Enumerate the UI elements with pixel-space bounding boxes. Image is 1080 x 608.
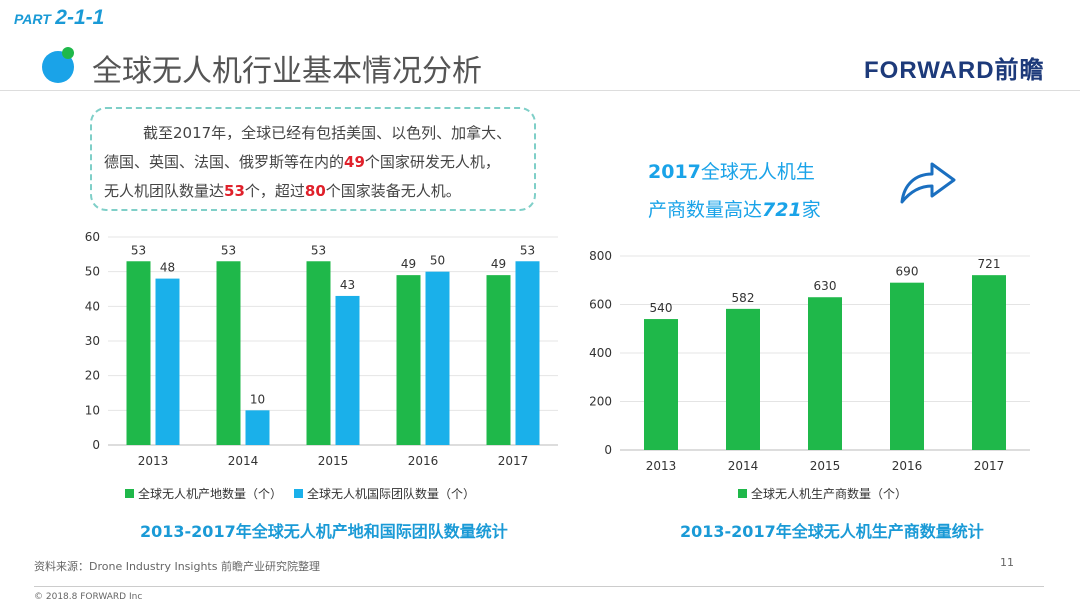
y-tick-label: 0 xyxy=(604,443,612,457)
data-label: 53 xyxy=(311,243,326,257)
page-number: 11 xyxy=(1000,556,1014,569)
y-tick-label: 60 xyxy=(85,230,100,244)
chart-left-title: 2013-2017年全球无人机产地和国际团队数量统计 xyxy=(140,522,508,541)
summary-box: 截至2017年，全球已经有包括美国、以色列、加拿大、 德国、英国、法国、俄罗斯等… xyxy=(90,107,536,211)
legend-swatch-green xyxy=(738,489,747,498)
summary-line-2: 德国、英国、法国、俄罗斯等在内的49个国家研发无人机， xyxy=(104,153,500,171)
data-label: 49 xyxy=(491,257,506,271)
bar xyxy=(644,319,678,450)
chart-left: 0 10 20 30 40 50 60 2013 53 48 2014 53 10 2015 53 43 201… xyxy=(85,230,558,468)
copyright: © 2018.8 FORWARD Inc xyxy=(34,592,143,602)
summary-line-1: 截至2017年，全球已经有包括美国、以色列、加拿大、 xyxy=(143,124,512,142)
divider xyxy=(0,90,1080,91)
data-label: 690 xyxy=(896,265,919,279)
data-label: 48 xyxy=(160,261,175,275)
bar xyxy=(155,278,180,445)
bar xyxy=(396,275,421,445)
data-label: 53 xyxy=(131,243,146,257)
bar xyxy=(245,410,270,445)
bar xyxy=(335,295,360,445)
y-tick-label: 0 xyxy=(92,438,100,452)
y-tick-label: 400 xyxy=(589,346,612,360)
bar xyxy=(425,271,450,445)
legend-left: 全球无人机产地数量（个） 全球无人机国际团队数量（个） xyxy=(125,485,475,502)
data-label: 540 xyxy=(650,301,673,315)
source-note: 资料来源：Drone Industry Insights 前瞻产业研究院整理 xyxy=(34,560,320,573)
data-label: 53 xyxy=(221,243,236,257)
bar xyxy=(972,275,1006,450)
y-tick-label: 20 xyxy=(85,369,100,383)
y-tick-label: 200 xyxy=(589,395,612,409)
y-tick-label: 800 xyxy=(589,249,612,263)
bar xyxy=(890,282,924,450)
x-tick-label: 2015 xyxy=(810,459,841,473)
title-bullet-accent-icon xyxy=(62,47,74,59)
bar xyxy=(808,297,842,450)
bar xyxy=(726,308,760,450)
y-tick-label: 30 xyxy=(85,334,100,348)
data-label: 721 xyxy=(978,257,1001,271)
page-title: 全球无人机行业基本情况分析 xyxy=(92,54,482,89)
chart-right: 0 200 400 600 800 2013 540 2014 582 2015 630 2016 69… xyxy=(589,249,1030,473)
y-tick-label: 10 xyxy=(85,403,100,417)
bar xyxy=(216,261,241,445)
x-tick-label: 2017 xyxy=(974,459,1005,473)
logo: FORWARD前瞻 xyxy=(864,57,1045,84)
x-tick-label: 2013 xyxy=(138,454,169,468)
x-tick-label: 2015 xyxy=(318,454,349,468)
summary-line-3: 无人机团队数量达53个，超过80个国家装备无人机。 xyxy=(104,182,461,200)
part-label: PART 2-1-1 xyxy=(14,6,105,29)
legend-right: 全球无人机生产商数量（个） xyxy=(738,485,907,502)
legend-swatch-green xyxy=(125,489,134,498)
x-tick-label: 2017 xyxy=(498,454,529,468)
chart-right-title: 2013-2017年全球无人机生产商数量统计 xyxy=(680,522,984,541)
data-label: 43 xyxy=(340,278,355,292)
data-label: 10 xyxy=(250,392,265,406)
bar xyxy=(306,261,331,445)
data-label: 50 xyxy=(430,254,445,268)
y-tick-label: 40 xyxy=(85,299,100,313)
bar xyxy=(126,261,151,445)
bar xyxy=(515,261,540,445)
curved-arrow-right-icon xyxy=(900,162,956,204)
x-tick-label: 2016 xyxy=(892,459,923,473)
data-label: 53 xyxy=(520,243,535,257)
legend-swatch-blue xyxy=(294,489,304,498)
data-label: 49 xyxy=(401,257,416,271)
x-tick-label: 2014 xyxy=(228,454,259,468)
y-tick-label: 600 xyxy=(589,298,612,312)
footer-divider xyxy=(34,586,1044,587)
data-label: 582 xyxy=(732,291,755,305)
y-tick-label: 50 xyxy=(85,265,100,279)
data-label: 630 xyxy=(814,279,837,293)
x-tick-label: 2013 xyxy=(646,459,677,473)
bar xyxy=(486,275,511,445)
x-tick-label: 2014 xyxy=(728,459,759,473)
x-tick-label: 2016 xyxy=(408,454,439,468)
callout: 2017全球无人机生 产商数量高达721家 xyxy=(648,161,821,221)
